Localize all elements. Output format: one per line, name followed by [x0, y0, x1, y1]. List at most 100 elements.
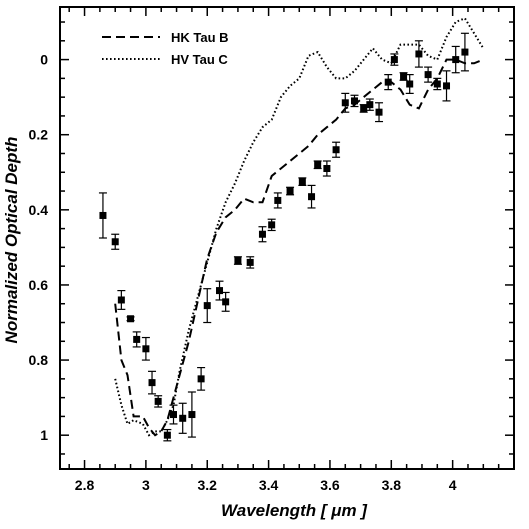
point-marker — [286, 187, 294, 195]
x-tick-label: 3.4 — [259, 477, 279, 493]
data-point — [390, 53, 399, 66]
series-line-hk-tau-b — [114, 58, 484, 437]
point-marker — [197, 375, 205, 383]
x-axis-title: Wavelength [ μm ] — [221, 501, 368, 520]
data-point — [399, 72, 408, 81]
point-marker — [415, 50, 423, 58]
data-point — [187, 391, 196, 438]
y-tick-label: 0.6 — [29, 277, 49, 293]
point-marker — [133, 335, 141, 343]
data-point — [98, 192, 107, 239]
data-point — [433, 77, 442, 91]
point-marker — [258, 230, 266, 238]
x-tick-label: 3.8 — [382, 477, 402, 493]
data-point — [414, 40, 423, 68]
point-marker — [424, 71, 432, 79]
point-marker — [443, 82, 451, 90]
y-tick-label: 0 — [40, 52, 48, 68]
point-marker — [360, 104, 368, 112]
data-point — [215, 280, 224, 301]
point-marker — [188, 411, 196, 419]
y-tick-label: 0.8 — [29, 352, 49, 368]
plot-frame — [59, 6, 515, 470]
legend-label-hk-tau-b: HK Tau B — [171, 30, 229, 45]
point-marker — [234, 257, 242, 265]
point-marker — [148, 379, 156, 387]
y-axis-title: Normalized Optical Depth — [2, 137, 21, 344]
point-marker — [117, 296, 125, 304]
data-point — [313, 160, 322, 170]
axes-frame: 2.8 3 3.2 3.4 3.6 3.8 4 0 0.2 0.4 0.6 0.8 1 — [29, 6, 515, 493]
data-point — [203, 288, 212, 324]
x-tick-label: 3 — [142, 477, 150, 493]
point-marker — [246, 258, 254, 266]
point-marker — [314, 161, 322, 169]
point-marker — [390, 56, 398, 64]
data-point — [405, 74, 414, 94]
data-point — [233, 256, 242, 265]
data-point — [451, 45, 460, 74]
point-marker — [274, 196, 282, 204]
data-point — [307, 184, 316, 209]
data-point — [384, 74, 393, 91]
point-marker — [384, 78, 392, 86]
data-point — [221, 291, 230, 312]
x-tick-label: 2.8 — [75, 477, 95, 493]
data-point — [197, 366, 206, 391]
point-marker — [99, 211, 107, 219]
y-tick-label: 0.2 — [29, 127, 49, 143]
data-point — [460, 32, 469, 72]
point-marker — [375, 108, 383, 116]
point-marker — [203, 302, 211, 310]
points-layer — [98, 32, 469, 442]
data-point — [442, 70, 451, 102]
x-tick-label: 3.2 — [198, 477, 218, 493]
point-marker — [170, 411, 177, 419]
data-point — [322, 160, 331, 177]
point-marker — [127, 315, 135, 323]
point-marker — [111, 238, 119, 246]
data-point — [267, 218, 276, 232]
point-marker — [350, 97, 358, 105]
data-point — [111, 233, 120, 250]
data-point — [141, 336, 150, 361]
x-tick-label: 3.6 — [320, 477, 340, 493]
data-point — [169, 404, 178, 425]
series-line-hv-tau-c — [114, 17, 485, 437]
point-marker — [142, 345, 150, 353]
axis-labels: Wavelength [ μm ] Normalized Optical Dep… — [2, 137, 368, 520]
data-point — [332, 141, 341, 158]
data-point — [365, 98, 374, 111]
point-marker — [216, 287, 224, 295]
data-point — [154, 395, 163, 408]
point-marker — [400, 72, 408, 80]
point-marker — [406, 80, 414, 88]
data-point — [126, 315, 135, 323]
data-point — [273, 192, 282, 209]
point-marker — [433, 80, 441, 88]
point-marker — [341, 99, 349, 107]
data-point — [148, 370, 157, 395]
point-marker — [332, 146, 340, 154]
data-point — [258, 226, 267, 243]
point-marker — [366, 101, 374, 109]
data-point — [341, 92, 350, 113]
point-marker — [163, 431, 171, 439]
x-tick-label: 4 — [449, 477, 457, 493]
data-point — [350, 94, 359, 108]
y-tick-label: 1 — [40, 427, 48, 443]
point-marker — [308, 193, 316, 201]
point-marker — [222, 298, 230, 306]
point-marker — [452, 56, 460, 64]
legend: HK Tau B HV Tau C — [102, 30, 229, 67]
point-marker — [323, 165, 331, 173]
data-point — [132, 331, 141, 348]
data-point — [246, 256, 255, 269]
point-marker — [298, 178, 306, 186]
series-layer — [114, 17, 485, 437]
data-point — [424, 66, 433, 83]
data-point — [286, 186, 295, 196]
data-point — [163, 428, 172, 442]
data-point — [298, 177, 307, 187]
